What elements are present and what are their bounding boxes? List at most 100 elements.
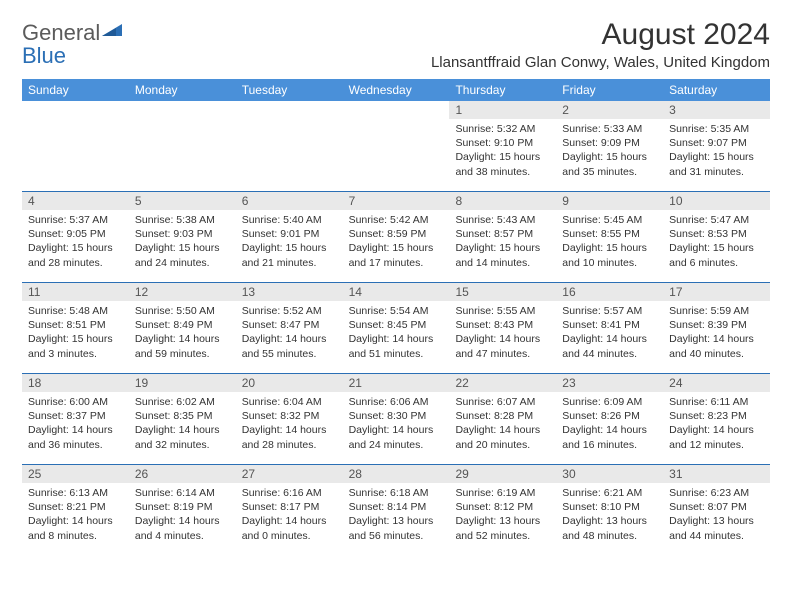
daylight-text: Daylight: 15 hours and 10 minutes. [562, 241, 657, 269]
sunrise-text: Sunrise: 6:13 AM [28, 486, 123, 500]
day-cell: 27Sunrise: 6:16 AMSunset: 8:17 PMDayligh… [236, 465, 343, 555]
day-cell: 25Sunrise: 6:13 AMSunset: 8:21 PMDayligh… [22, 465, 129, 555]
sunrise-text: Sunrise: 5:32 AM [455, 122, 550, 136]
sunrise-text: Sunrise: 5:42 AM [349, 213, 444, 227]
day-cell: 30Sunrise: 6:21 AMSunset: 8:10 PMDayligh… [556, 465, 663, 555]
sunrise-text: Sunrise: 6:11 AM [669, 395, 764, 409]
day-body: Sunrise: 5:37 AMSunset: 9:05 PMDaylight:… [22, 210, 129, 276]
daylight-text: Daylight: 14 hours and 8 minutes. [28, 514, 123, 542]
day-body: Sunrise: 5:50 AMSunset: 8:49 PMDaylight:… [129, 301, 236, 367]
day-cell: 14Sunrise: 5:54 AMSunset: 8:45 PMDayligh… [343, 283, 450, 373]
dow-tuesday: Tuesday [236, 79, 343, 101]
day-body: Sunrise: 6:21 AMSunset: 8:10 PMDaylight:… [556, 483, 663, 549]
day-body: Sunrise: 5:52 AMSunset: 8:47 PMDaylight:… [236, 301, 343, 367]
day-cell: 1Sunrise: 5:32 AMSunset: 9:10 PMDaylight… [449, 101, 556, 191]
daylight-text: Daylight: 15 hours and 31 minutes. [669, 150, 764, 178]
daylight-text: Daylight: 13 hours and 56 minutes. [349, 514, 444, 542]
day-cell: 18Sunrise: 6:00 AMSunset: 8:37 PMDayligh… [22, 374, 129, 464]
day-number: 4 [22, 192, 129, 210]
day-cell: . [236, 101, 343, 191]
daylight-text: Daylight: 15 hours and 28 minutes. [28, 241, 123, 269]
day-number: 9 [556, 192, 663, 210]
sunrise-text: Sunrise: 5:35 AM [669, 122, 764, 136]
logo: General Blue [22, 22, 124, 68]
daylight-text: Daylight: 14 hours and 40 minutes. [669, 332, 764, 360]
day-body: Sunrise: 5:38 AMSunset: 9:03 PMDaylight:… [129, 210, 236, 276]
day-cell: . [22, 101, 129, 191]
day-number: 16 [556, 283, 663, 301]
sunset-text: Sunset: 8:19 PM [135, 500, 230, 514]
day-cell: 31Sunrise: 6:23 AMSunset: 8:07 PMDayligh… [663, 465, 770, 555]
calendar-page: General Blue August 2024 Llansantffraid … [0, 0, 792, 573]
day-body: Sunrise: 6:14 AMSunset: 8:19 PMDaylight:… [129, 483, 236, 549]
day-body: Sunrise: 5:54 AMSunset: 8:45 PMDaylight:… [343, 301, 450, 367]
sunset-text: Sunset: 8:55 PM [562, 227, 657, 241]
sunrise-text: Sunrise: 6:07 AM [455, 395, 550, 409]
day-number: 19 [129, 374, 236, 392]
week-row: 4Sunrise: 5:37 AMSunset: 9:05 PMDaylight… [22, 192, 770, 283]
dow-saturday: Saturday [663, 79, 770, 101]
daylight-text: Daylight: 14 hours and 16 minutes. [562, 423, 657, 451]
day-number: 17 [663, 283, 770, 301]
daylight-text: Daylight: 14 hours and 24 minutes. [349, 423, 444, 451]
logo-text-gray: General [22, 20, 100, 45]
sunset-text: Sunset: 8:43 PM [455, 318, 550, 332]
sunrise-text: Sunrise: 5:38 AM [135, 213, 230, 227]
sunset-text: Sunset: 8:39 PM [669, 318, 764, 332]
day-cell: 11Sunrise: 5:48 AMSunset: 8:51 PMDayligh… [22, 283, 129, 373]
sunrise-text: Sunrise: 6:02 AM [135, 395, 230, 409]
day-body: Sunrise: 5:33 AMSunset: 9:09 PMDaylight:… [556, 119, 663, 185]
day-cell: 19Sunrise: 6:02 AMSunset: 8:35 PMDayligh… [129, 374, 236, 464]
daylight-text: Daylight: 14 hours and 59 minutes. [135, 332, 230, 360]
logo-text-blue: Blue [22, 43, 66, 68]
daylight-text: Daylight: 14 hours and 47 minutes. [455, 332, 550, 360]
location-text: Llansantffraid Glan Conwy, Wales, United… [431, 54, 770, 71]
day-body: Sunrise: 6:06 AMSunset: 8:30 PMDaylight:… [343, 392, 450, 458]
day-number: 1 [449, 101, 556, 119]
daylight-text: Daylight: 15 hours and 17 minutes. [349, 241, 444, 269]
sunset-text: Sunset: 8:30 PM [349, 409, 444, 423]
sunrise-text: Sunrise: 5:54 AM [349, 304, 444, 318]
day-number: 28 [343, 465, 450, 483]
day-cell: . [129, 101, 236, 191]
day-number: 7 [343, 192, 450, 210]
sunset-text: Sunset: 8:28 PM [455, 409, 550, 423]
day-cell: 24Sunrise: 6:11 AMSunset: 8:23 PMDayligh… [663, 374, 770, 464]
day-body: Sunrise: 6:13 AMSunset: 8:21 PMDaylight:… [22, 483, 129, 549]
day-body: Sunrise: 6:04 AMSunset: 8:32 PMDaylight:… [236, 392, 343, 458]
sunrise-text: Sunrise: 5:50 AM [135, 304, 230, 318]
header: General Blue August 2024 Llansantffraid … [22, 18, 770, 71]
dow-thursday: Thursday [449, 79, 556, 101]
sunrise-text: Sunrise: 5:33 AM [562, 122, 657, 136]
day-number: 6 [236, 192, 343, 210]
day-body: Sunrise: 6:09 AMSunset: 8:26 PMDaylight:… [556, 392, 663, 458]
sunset-text: Sunset: 9:07 PM [669, 136, 764, 150]
daylight-text: Daylight: 15 hours and 35 minutes. [562, 150, 657, 178]
sunrise-text: Sunrise: 6:23 AM [669, 486, 764, 500]
dow-wednesday: Wednesday [343, 79, 450, 101]
day-cell: 8Sunrise: 5:43 AMSunset: 8:57 PMDaylight… [449, 192, 556, 282]
week-row: 11Sunrise: 5:48 AMSunset: 8:51 PMDayligh… [22, 283, 770, 374]
sunset-text: Sunset: 8:32 PM [242, 409, 337, 423]
week-row: ....1Sunrise: 5:32 AMSunset: 9:10 PMDayl… [22, 101, 770, 192]
day-body: Sunrise: 5:47 AMSunset: 8:53 PMDaylight:… [663, 210, 770, 276]
day-cell: 20Sunrise: 6:04 AMSunset: 8:32 PMDayligh… [236, 374, 343, 464]
sunrise-text: Sunrise: 5:55 AM [455, 304, 550, 318]
sunset-text: Sunset: 8:53 PM [669, 227, 764, 241]
dow-monday: Monday [129, 79, 236, 101]
day-number: 31 [663, 465, 770, 483]
sunset-text: Sunset: 9:01 PM [242, 227, 337, 241]
day-cell: 16Sunrise: 5:57 AMSunset: 8:41 PMDayligh… [556, 283, 663, 373]
day-number: 20 [236, 374, 343, 392]
sunset-text: Sunset: 8:41 PM [562, 318, 657, 332]
title-block: August 2024 Llansantffraid Glan Conwy, W… [431, 18, 770, 71]
day-body: Sunrise: 5:48 AMSunset: 8:51 PMDaylight:… [22, 301, 129, 367]
sunset-text: Sunset: 8:26 PM [562, 409, 657, 423]
day-number: 30 [556, 465, 663, 483]
sunrise-text: Sunrise: 5:59 AM [669, 304, 764, 318]
sunset-text: Sunset: 8:51 PM [28, 318, 123, 332]
day-body: Sunrise: 5:42 AMSunset: 8:59 PMDaylight:… [343, 210, 450, 276]
day-cell: 12Sunrise: 5:50 AMSunset: 8:49 PMDayligh… [129, 283, 236, 373]
day-number: 21 [343, 374, 450, 392]
sunrise-text: Sunrise: 6:06 AM [349, 395, 444, 409]
